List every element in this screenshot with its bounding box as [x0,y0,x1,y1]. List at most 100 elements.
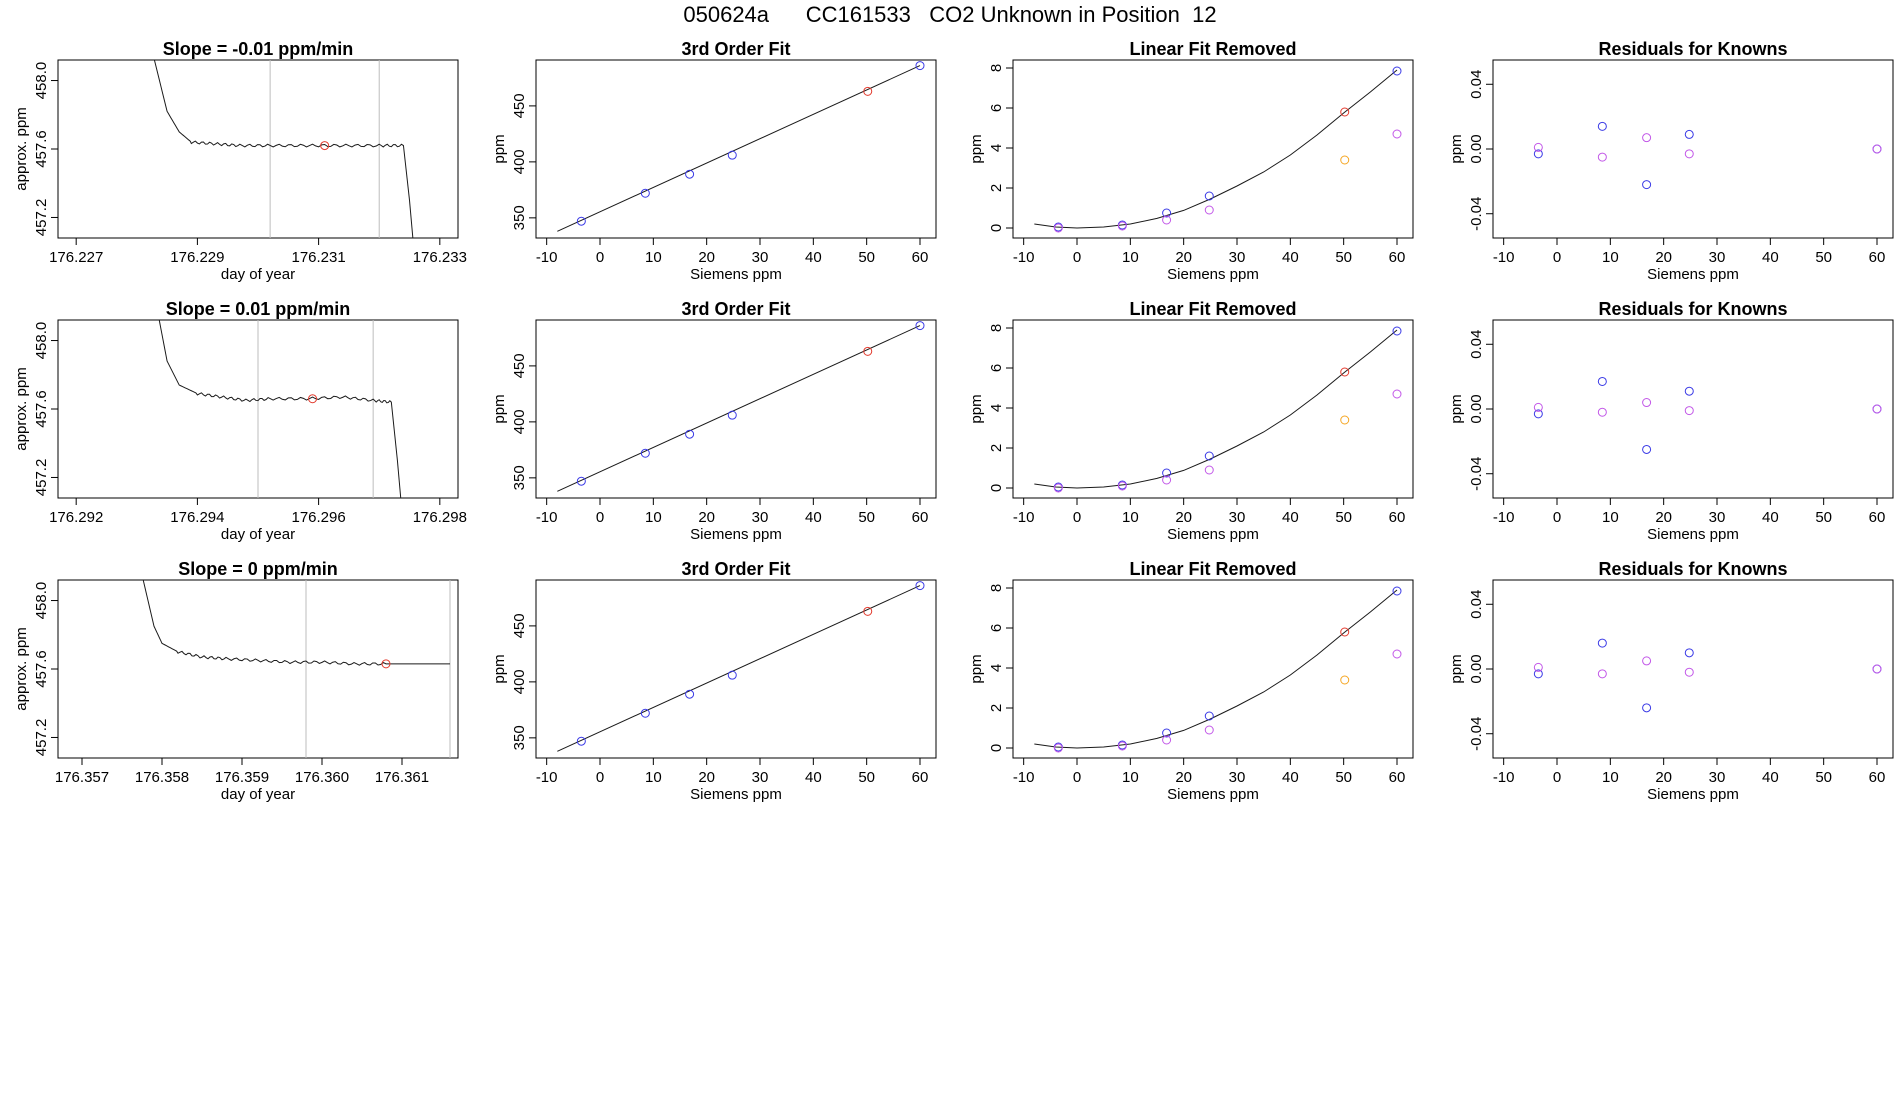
chart-panel-residuals-row1: Residuals for Knowns -10 0 10 20 30 40 50 60 Siem… [1448,39,1894,283]
x-axis-label: day of year [221,266,295,283]
plot-area [1034,586,1402,753]
data-point-knowns [1204,711,1214,721]
y-axis-label: ppm [491,654,508,683]
data-point-blue [1642,703,1652,713]
x-tick-label: 60 [1869,509,1886,526]
data-point-magenta [1642,656,1652,666]
x-tick-label: 60 [1389,769,1406,786]
chart-title: 3rd Order Fit [681,39,790,59]
x-tick-label: 176.229 [170,249,224,266]
data-point-knowns [1162,208,1172,218]
x-tick-label: 10 [645,249,662,266]
chart-panel-linear-fit-removed-row1: Linear Fit Removed-10 0 10 20 30 40 50 60Siemen… [968,39,1414,283]
data-point-knowns [915,321,925,331]
y-tick-label: -0.04 [1468,457,1485,491]
x-tick-label: 176.357 [55,769,109,786]
data-point-knowns [576,736,586,746]
y-tick-label: 0.04 [1468,70,1485,99]
y-tick-label: 0 [988,224,1005,232]
data-point-blue [1684,129,1694,139]
data-point-blue [1597,638,1607,648]
data-point-blue [1684,386,1694,396]
x-tick-label: 30 [752,509,769,526]
data-point-knowns [1204,191,1214,201]
data-point-knowns [576,476,586,486]
fit-line [557,585,921,752]
x-tick-label: -10 [1013,249,1035,266]
x-tick-label: 50 [1815,769,1832,786]
y-tick-label: 457.2 [33,199,50,237]
x-tick-label: 40 [1762,249,1779,266]
x-tick-label: 60 [1389,249,1406,266]
plot-area [153,60,414,238]
plot-area [1533,638,1882,713]
x-tick-label: 0 [1073,769,1081,786]
y-axis-label: ppm [968,134,985,163]
x-tick-label: 50 [858,249,875,266]
chart-panel-residuals-row3: Residuals for Knowns -10 0 10 20 30 40 50 60 Siem… [1448,559,1894,803]
plot-area [1034,326,1402,493]
x-tick-label: 50 [1335,509,1352,526]
chart-panel-3rd-order-fit-row3: 3rd Order Fit -10 0 10 20 30 40 50 60 Siemens ppm… [491,559,937,803]
x-tick-label: 20 [1175,509,1192,526]
y-tick-label: -0.04 [1468,717,1485,751]
data-point-residual-knowns [1392,649,1402,659]
x-axis-label: Siemens ppm [690,786,782,803]
y-tick-label: 457.6 [33,390,50,428]
data-point-residual-knowns [1392,389,1402,399]
data-point-unknown-linear [1340,675,1350,685]
plot-area [1533,121,1882,190]
y-tick-label: 2 [988,704,1005,712]
y-tick-label: 8 [988,584,1005,592]
y-axis-label: ppm [1448,394,1465,423]
x-axis-label: Siemens ppm [1167,526,1259,543]
data-point-residual-knowns [1162,215,1172,225]
data-trace-line [153,60,414,238]
data-point-unknown [1340,627,1350,637]
x-tick-label: 176.358 [135,769,189,786]
x-tick-label: 176.292 [49,509,103,526]
fit-line [557,65,921,232]
y-axis-label: approx. ppm [13,627,30,710]
x-tick-label: 10 [1122,769,1139,786]
data-point-knowns [727,410,737,420]
plot-frame [1492,59,1894,239]
x-tick-label: 40 [1282,769,1299,786]
y-tick-label: 0.00 [1468,134,1485,163]
x-tick-label: 20 [698,769,715,786]
x-tick-label: 10 [1122,509,1139,526]
y-axis-label: ppm [1448,134,1465,163]
x-tick-label: -10 [1013,769,1035,786]
data-point-residual-knowns [1053,223,1063,233]
chart-panel-linear-fit-removed-row3: Linear Fit Removed-10 0 10 20 30 40 50 60Siemen… [968,559,1414,803]
data-point-magenta [1597,152,1607,162]
data-point-blue [1642,180,1652,190]
x-tick-label: -10 [536,249,558,266]
data-point-knowns [640,448,650,458]
x-axis-label: day of year [221,526,295,543]
y-tick-label: 0.04 [1468,590,1485,619]
data-point-knowns [685,429,695,439]
data-point-unknown [863,606,873,616]
plot-area [557,321,925,492]
chart-panel-residuals-row2: Residuals for Knowns -10 0 10 20 30 40 50 60 Siem… [1448,299,1894,543]
x-tick-label: 0 [596,769,604,786]
x-tick-label: 176.296 [291,509,345,526]
data-point-knowns [915,581,925,591]
x-tick-label: 30 [1229,769,1246,786]
x-tick-label: 20 [1655,769,1672,786]
x-tick-label: 20 [1655,249,1672,266]
x-tick-label: 176.227 [49,249,103,266]
x-tick-label: 60 [1869,769,1886,786]
x-tick-label: 20 [1175,769,1192,786]
y-tick-label: 2 [988,184,1005,192]
x-tick-label: 60 [912,249,929,266]
chart-panel-time-series-row3: Slope = 0 ppm/min 176.357 176.358 176.359 17… [13,559,459,803]
x-tick-label: 0 [1073,509,1081,526]
x-tick-label: 0 [596,249,604,266]
x-tick-label: 30 [752,769,769,786]
chart-panel-time-series-row1: Slope = -0.01 ppm/min 176.227 176.229 176.2… [13,39,467,283]
data-point-knowns [1392,586,1402,596]
x-tick-label: 40 [805,769,822,786]
x-tick-label: 0 [1073,249,1081,266]
